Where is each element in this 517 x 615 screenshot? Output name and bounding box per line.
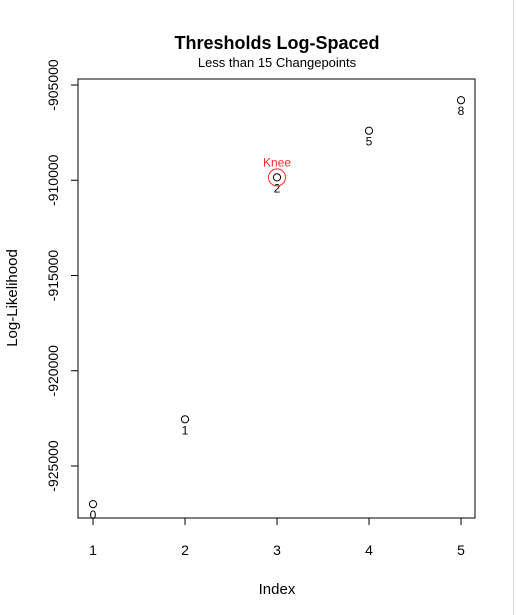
y-tick-label: -925000 <box>45 440 61 492</box>
x-axis: 1 2 3 4 5 <box>89 517 465 558</box>
x-tick-label: 5 <box>457 542 465 558</box>
data-point <box>364 126 374 135</box>
chart-title: Thresholds Log-Spaced <box>174 33 379 53</box>
y-tick-label: -910000 <box>45 154 61 206</box>
y-tick-label: -920000 <box>45 345 61 397</box>
y-tick-label: -905000 <box>45 59 61 111</box>
x-tick-label: 4 <box>365 542 373 558</box>
x-tick-label: 2 <box>181 542 189 558</box>
knee-annotation: Knee <box>263 155 291 187</box>
window-border <box>513 0 514 615</box>
point-label: 0 <box>90 508 97 522</box>
chart-subtitle: Less than 15 Changepoints <box>198 55 357 70</box>
data-point <box>272 173 282 182</box>
point-label: 5 <box>366 135 373 149</box>
data-points: 0 1 2 5 8 <box>88 96 466 522</box>
point-label: 8 <box>458 104 465 118</box>
y-axis-label: Log-Likelihood <box>4 249 21 347</box>
data-point <box>456 96 466 105</box>
y-axis: -925000 -920000 -915000 -910000 -905000 <box>45 59 79 492</box>
data-point <box>180 415 190 424</box>
x-axis-label: Index <box>259 581 296 598</box>
knee-label: Knee <box>263 155 291 169</box>
knee-marker-circle <box>268 168 286 187</box>
x-tick-label: 1 <box>89 542 97 558</box>
point-label: 2 <box>274 181 281 195</box>
data-point <box>88 500 98 509</box>
x-tick-label: 3 <box>273 542 281 558</box>
y-tick-label: -915000 <box>45 250 61 302</box>
point-label: 1 <box>182 423 189 437</box>
plot-area-border <box>77 78 476 519</box>
